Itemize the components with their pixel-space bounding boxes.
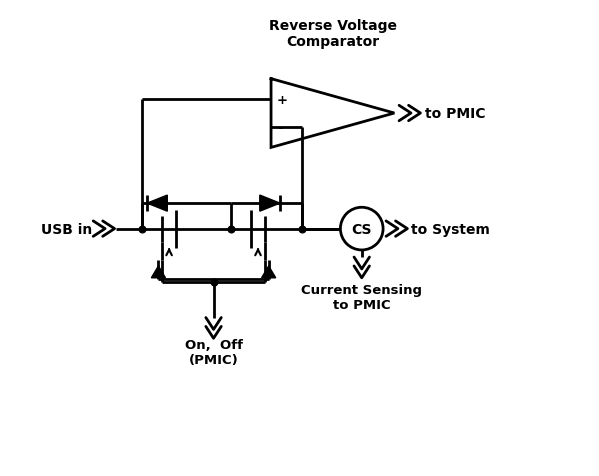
Text: to System: to System bbox=[411, 222, 490, 236]
Polygon shape bbox=[147, 196, 167, 212]
Text: -: - bbox=[277, 121, 283, 135]
Text: On,  Off
(PMIC): On, Off (PMIC) bbox=[184, 338, 243, 367]
Polygon shape bbox=[152, 267, 165, 278]
Text: USB in: USB in bbox=[41, 222, 92, 236]
Text: Current Sensing
to PMIC: Current Sensing to PMIC bbox=[301, 284, 422, 311]
Polygon shape bbox=[260, 196, 280, 212]
Text: CS: CS bbox=[352, 222, 372, 236]
Polygon shape bbox=[262, 267, 276, 278]
Text: +: + bbox=[277, 94, 288, 107]
Text: Reverse Voltage
Comparator: Reverse Voltage Comparator bbox=[269, 19, 397, 49]
Text: to PMIC: to PMIC bbox=[425, 107, 486, 121]
